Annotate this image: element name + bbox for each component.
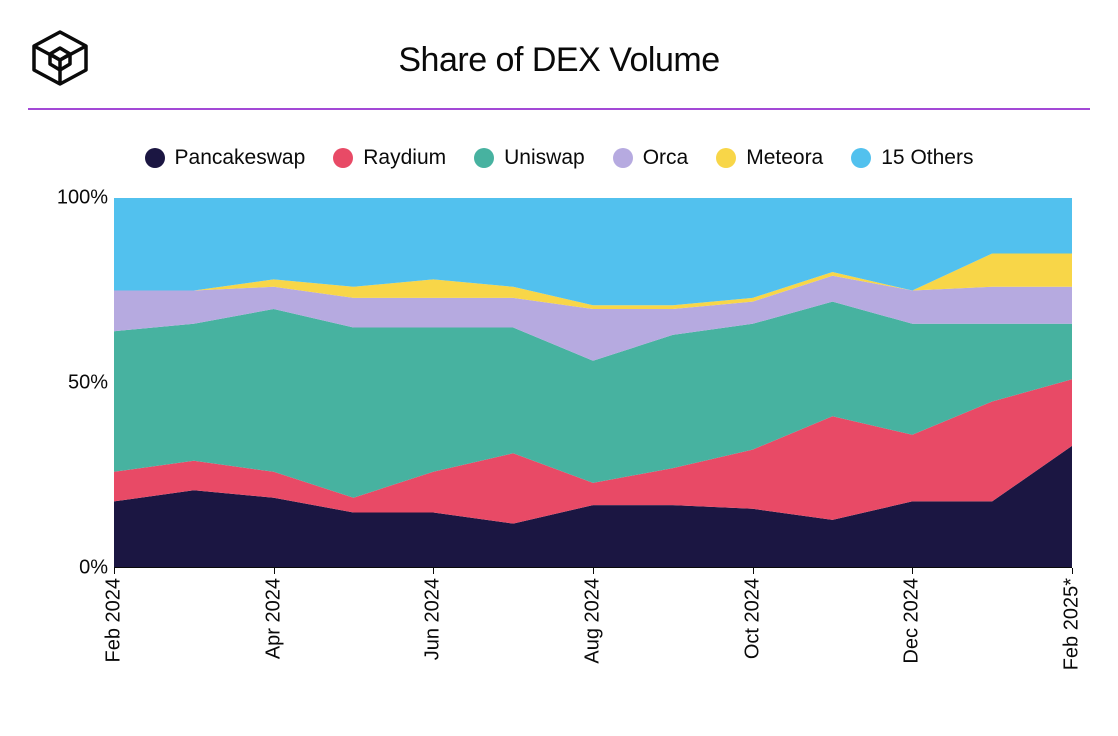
x-axis-tick-mark — [912, 568, 913, 574]
legend-label: Pancakeswap — [175, 146, 306, 170]
legend-label: 15 Others — [881, 146, 973, 170]
x-axis-tick-label: Feb 2025* — [1061, 578, 1084, 670]
x-axis-tick-label: Feb 2024 — [103, 578, 126, 663]
x-axis-tick-mark — [753, 568, 754, 574]
plot-inner: 0%50%100%Feb 2024Apr 2024Jun 2024Aug 202… — [114, 198, 1072, 568]
x-axis-tick-mark — [593, 568, 594, 574]
y-axis-tick-label: 0% — [79, 556, 108, 579]
y-axis-tick-label: 50% — [68, 371, 108, 394]
legend-label: Meteora — [746, 146, 823, 170]
legend-item: Meteora — [716, 146, 823, 170]
x-axis-tick-mark — [1072, 568, 1073, 574]
legend-item: Uniswap — [474, 146, 585, 170]
legend-label: Raydium — [363, 146, 446, 170]
x-axis-tick-mark — [274, 568, 275, 574]
legend-marker — [474, 148, 494, 168]
x-axis-tick-label: Jun 2024 — [422, 578, 445, 660]
legend-marker — [716, 148, 736, 168]
y-axis-tick-label: 100% — [57, 186, 108, 209]
plot-area: 0%50%100%Feb 2024Apr 2024Jun 2024Aug 202… — [28, 190, 1090, 590]
title-wrap: Share of DEX Volume — [92, 41, 1090, 80]
chart-container: Share of DEX Volume Pancakeswap Raydium Un… — [0, 0, 1118, 736]
legend-label: Orca — [643, 146, 689, 170]
stacked-area-svg — [114, 198, 1072, 568]
chart-title: Share of DEX Volume — [398, 41, 719, 79]
legend-marker — [333, 148, 353, 168]
header-row: Share of DEX Volume — [28, 24, 1090, 96]
legend-item: 15 Others — [851, 146, 973, 170]
brand-logo — [28, 26, 92, 95]
legend-marker — [145, 148, 165, 168]
cube-logo-icon — [28, 26, 92, 90]
legend-item: Orca — [613, 146, 689, 170]
legend-item: Raydium — [333, 146, 446, 170]
x-axis-tick-label: Apr 2024 — [262, 578, 285, 659]
x-axis-tick-mark — [114, 568, 115, 574]
x-axis-tick-label: Dec 2024 — [901, 578, 924, 664]
x-axis-tick-label: Aug 2024 — [582, 578, 605, 664]
x-axis-tick-mark — [433, 568, 434, 574]
legend-marker — [851, 148, 871, 168]
x-axis-tick-label: Oct 2024 — [741, 578, 764, 659]
legend-label: Uniswap — [504, 146, 585, 170]
legend-marker — [613, 148, 633, 168]
legend: Pancakeswap Raydium Uniswap Orca Meteora 15 O… — [28, 146, 1090, 170]
legend-item: Pancakeswap — [145, 146, 306, 170]
header-divider — [28, 108, 1090, 110]
